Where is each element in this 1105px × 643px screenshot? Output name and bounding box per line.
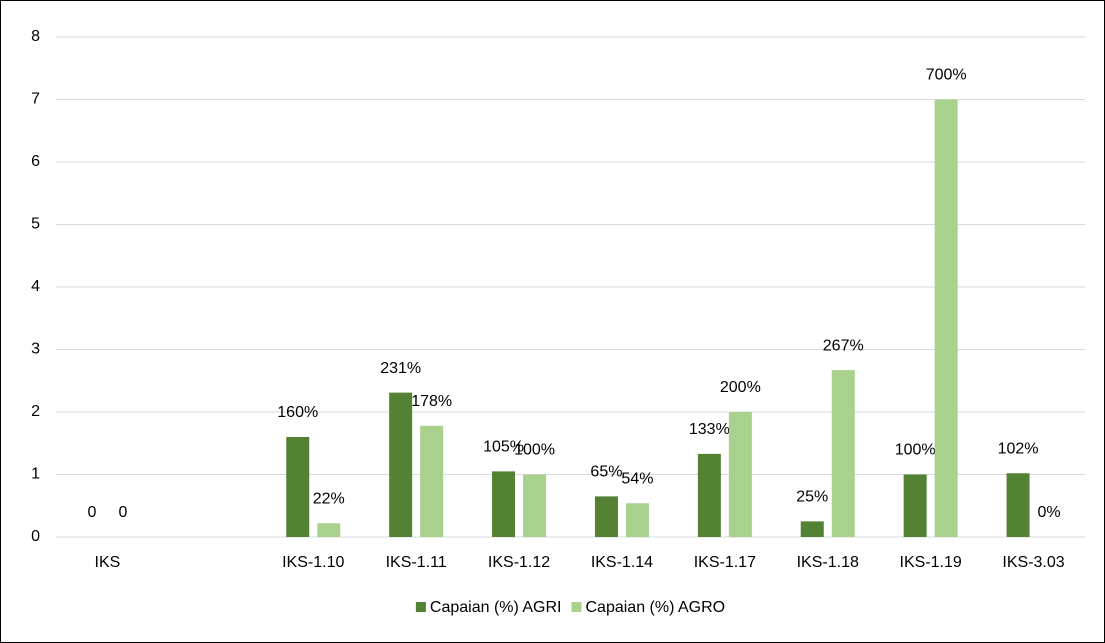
bar <box>389 392 413 537</box>
x-tick-label: IKS-1.17 <box>694 554 756 571</box>
data-label: 178% <box>411 393 452 410</box>
data-label: 0 <box>87 504 96 521</box>
y-tick-label: 6 <box>31 153 40 170</box>
x-tick-label: IKS-1.14 <box>591 554 653 571</box>
data-label: 0% <box>1037 504 1060 521</box>
bar <box>1006 473 1030 537</box>
legend-label: Capaian (%) AGRI <box>430 599 562 616</box>
bar <box>317 523 341 537</box>
bar <box>934 99 958 537</box>
x-tick-label: IKS <box>95 554 121 571</box>
bar <box>420 425 444 537</box>
y-tick-label: 2 <box>31 403 40 420</box>
data-label: 25% <box>796 489 828 506</box>
x-tick-label: IKS-1.10 <box>282 554 344 571</box>
bar <box>492 471 516 537</box>
y-tick-label: 7 <box>31 91 40 108</box>
bar <box>800 521 824 537</box>
data-label: 105% <box>483 439 524 456</box>
x-tick-label: IKS-1.18 <box>797 554 859 571</box>
bar <box>286 437 310 537</box>
bar <box>831 370 855 537</box>
y-tick-label: 1 <box>31 466 40 483</box>
legend-label: Capaian (%) AGRO <box>586 599 726 616</box>
y-tick-label: 5 <box>31 216 40 233</box>
data-label: 700% <box>926 67 967 84</box>
data-label: 65% <box>590 464 622 481</box>
data-label: 200% <box>720 379 761 396</box>
y-tick-label: 3 <box>31 341 40 358</box>
data-label: 160% <box>277 404 318 421</box>
data-label: 22% <box>313 490 345 507</box>
bar <box>903 474 927 537</box>
x-tick-label: IKS-1.12 <box>488 554 550 571</box>
data-label: 54% <box>621 470 653 487</box>
data-label: 0 <box>118 504 127 521</box>
data-label: 267% <box>823 337 864 354</box>
bar <box>594 496 618 537</box>
x-tick-label: IKS-1.19 <box>900 554 962 571</box>
bar <box>728 412 752 537</box>
x-tick-label: IKS-1.11 <box>386 554 447 571</box>
data-label: 102% <box>998 440 1039 457</box>
data-label: 100% <box>895 442 936 459</box>
bar <box>625 503 649 537</box>
bar <box>697 453 721 537</box>
data-label: 231% <box>380 360 421 377</box>
legend-swatch <box>571 602 582 612</box>
y-tick-label: 8 <box>31 28 40 45</box>
x-tick-label: IKS-3.03 <box>1002 554 1064 571</box>
y-tick-label: 0 <box>31 528 40 545</box>
legend-swatch <box>415 602 426 612</box>
bar <box>523 474 547 537</box>
data-label: 133% <box>689 421 730 438</box>
y-tick-label: 4 <box>31 278 40 295</box>
data-label: 100% <box>514 442 555 459</box>
